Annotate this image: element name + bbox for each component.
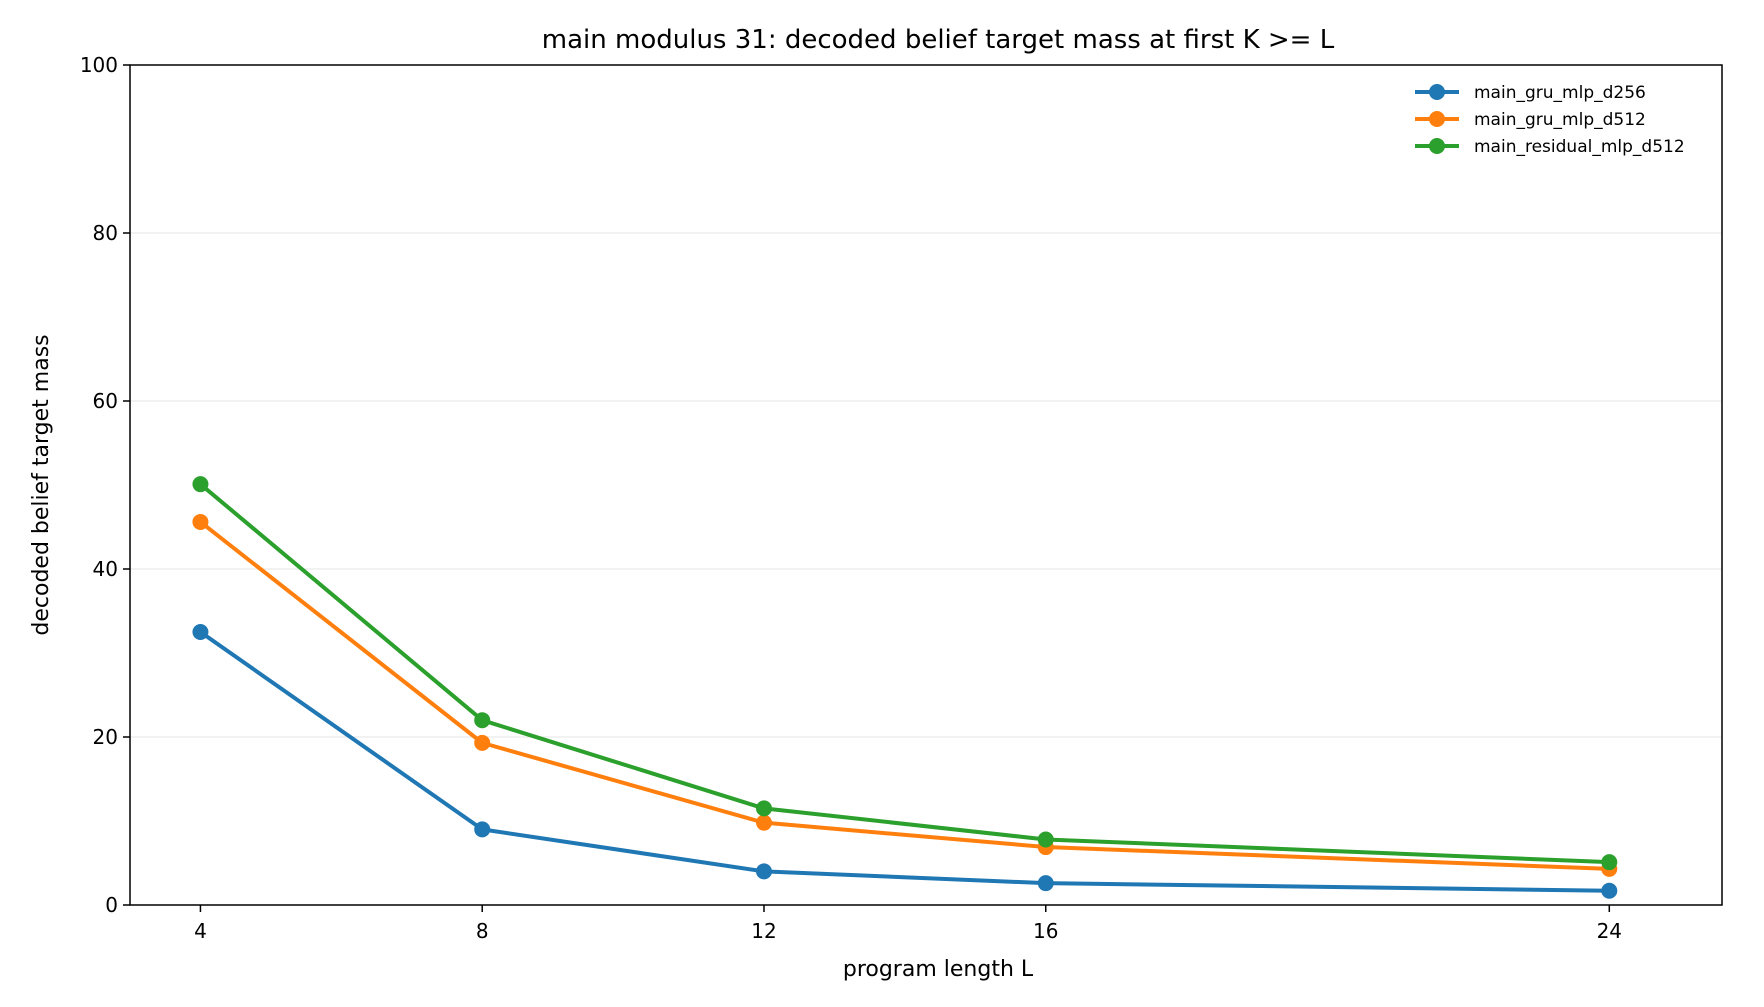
legend-item: main_gru_mlp_d256 [1415, 83, 1646, 103]
data-point [755, 814, 772, 831]
legend-swatch-marker [1429, 138, 1445, 154]
legend: main_gru_mlp_d256 main_gru_mlp_d512 main_r… [1415, 83, 1685, 157]
y-tick-label: 60 [93, 389, 118, 413]
data-point [474, 734, 491, 751]
x-tick-label: 16 [1033, 919, 1058, 943]
data-point [755, 800, 772, 817]
x-tick-label: 24 [1597, 919, 1622, 943]
x-tick-label: 8 [476, 919, 489, 943]
legend-item: main_residual_mlp_d512 [1415, 137, 1685, 157]
y-tick-label: 40 [93, 557, 118, 581]
grid-lines [130, 232, 1722, 738]
legend-label: main_gru_mlp_d512 [1474, 110, 1646, 130]
series-main_gru_mlp_d256 [192, 624, 1618, 899]
y-tick-label: 100 [80, 53, 118, 77]
chart-title: main modulus 31: decoded belief target m… [542, 25, 1335, 55]
x-axis-label: program length L [843, 957, 1034, 982]
data-point [1601, 854, 1618, 871]
y-tick-label: 80 [93, 221, 118, 245]
legend-item: main_gru_mlp_d512 [1415, 110, 1646, 130]
data-point [1037, 831, 1054, 848]
legend-label: main_gru_mlp_d256 [1474, 83, 1646, 103]
y-axis-label: decoded belief target mass [29, 334, 54, 635]
series-line [198, 519, 1612, 871]
legend-swatch-marker [1429, 84, 1445, 100]
data-point [192, 624, 209, 640]
series-lines [192, 476, 1618, 899]
series-main_residual_mlp_d512 [192, 476, 1618, 871]
data-point [474, 712, 491, 729]
x-tick-label: 4 [194, 919, 207, 943]
legend-label: main_residual_mlp_d512 [1474, 137, 1685, 157]
data-point [755, 863, 772, 880]
y-tick-label: 20 [93, 725, 118, 749]
legend-swatch-marker [1429, 111, 1445, 127]
data-point [474, 821, 491, 838]
data-point [1037, 875, 1054, 892]
x-tick-label: 12 [751, 919, 776, 943]
plot-frame [129, 64, 1723, 906]
data-point [1601, 882, 1618, 899]
series-line [198, 482, 1612, 865]
x-axis-ticks: 4 8 12 16 24 [194, 905, 1622, 943]
y-tick-label: 0 [105, 893, 118, 917]
y-axis-ticks: 0 20 40 60 80 100 [80, 53, 130, 917]
data-point [192, 513, 209, 530]
data-point [192, 476, 209, 493]
